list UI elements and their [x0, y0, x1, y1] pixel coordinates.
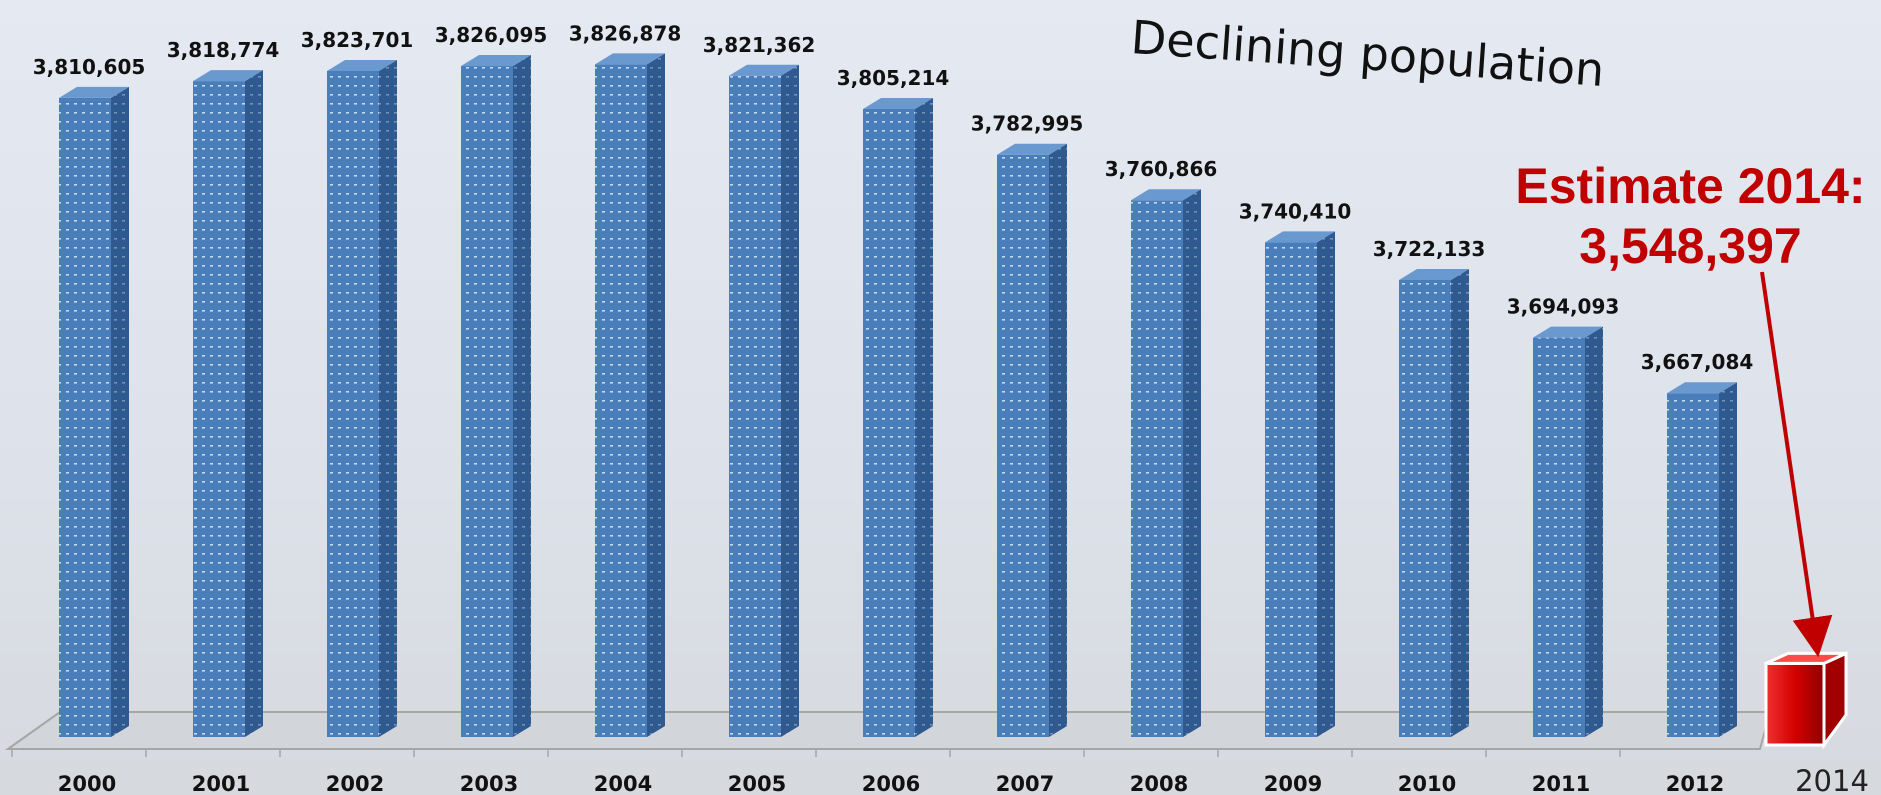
- x-tick-label: 2002: [326, 772, 384, 795]
- bar-value-label: 3,760,866: [1105, 157, 1218, 181]
- bar-top: [461, 55, 531, 67]
- x-tick-label: 2001: [192, 772, 250, 795]
- bar-front: [1533, 337, 1585, 737]
- value-labels: 3,810,605 3,818,774 3,823,701 3,826,095 3,82…: [33, 21, 1754, 374]
- bar-side: [379, 59, 397, 737]
- x-tick-label: 2004: [594, 772, 652, 795]
- bar-side: [1317, 231, 1335, 738]
- bar-value-label: 3,823,701: [301, 28, 414, 52]
- bar-side: [513, 55, 531, 737]
- bar-top: [1399, 268, 1469, 280]
- bar-top: [729, 64, 799, 76]
- estimate-callout: Estimate 2014: 3,548,397: [1500, 156, 1881, 276]
- bar-side: [781, 64, 799, 738]
- bar: [997, 143, 1067, 737]
- estimate-label-line2: 3,548,397: [1579, 218, 1802, 274]
- bar-side: [1585, 326, 1603, 737]
- estimate-bar-side: [1822, 651, 1848, 750]
- bar-top: [1667, 382, 1737, 394]
- bar: [595, 53, 665, 737]
- bar: [729, 64, 799, 738]
- bar-front: [193, 81, 245, 738]
- bar-front: [59, 97, 111, 738]
- bar-side: [1451, 268, 1469, 737]
- bar-front: [1399, 279, 1451, 737]
- x-tick-label: 2003: [460, 772, 518, 795]
- bar: [1131, 189, 1201, 738]
- bar-top: [1131, 189, 1201, 201]
- bar-side: [1719, 382, 1737, 737]
- bar: [863, 97, 933, 737]
- bar-front: [1667, 393, 1719, 737]
- x-tick-label: 2008: [1130, 772, 1188, 795]
- x-tick-label: 2005: [728, 772, 786, 795]
- bar-front: [1265, 242, 1317, 738]
- bar-value-label: 3,782,995: [971, 112, 1084, 136]
- x-tick-label: 2010: [1398, 772, 1456, 795]
- bar-value-label: 3,826,878: [569, 21, 682, 45]
- bar-side: [1183, 189, 1201, 738]
- bar: [327, 59, 397, 737]
- bar-front: [863, 108, 915, 737]
- estimate-arrow: [1760, 271, 1833, 658]
- bar-top: [595, 53, 665, 65]
- bar-series: [59, 53, 1737, 738]
- x-tick-label: 2007: [996, 772, 1054, 795]
- bar-value-label: 3,826,095: [435, 23, 548, 47]
- bar-value-label: 3,667,084: [1641, 350, 1754, 374]
- bar-top: [59, 86, 129, 98]
- bar-side: [647, 53, 665, 737]
- x-tick-label: 2006: [862, 772, 920, 795]
- bar-value-label: 3,805,214: [837, 66, 950, 90]
- bar-front: [327, 70, 379, 737]
- bar-side: [245, 70, 263, 738]
- bar-top: [863, 97, 933, 109]
- bar-top: [1533, 326, 1603, 338]
- bar-front: [1131, 200, 1183, 738]
- bar-front: [461, 66, 513, 737]
- bar: [461, 55, 531, 737]
- bar-value-label: 3,810,605: [33, 55, 146, 79]
- bar-value-label: 3,694,093: [1507, 295, 1620, 319]
- estimate-group: 2014: [1760, 271, 1869, 795]
- bar-top: [327, 59, 397, 71]
- bar-top: [1265, 231, 1335, 243]
- bar-value-label: 3,818,774: [167, 38, 280, 62]
- bar: [193, 70, 263, 738]
- bar: [59, 86, 129, 738]
- bar-side: [111, 86, 129, 738]
- bar-front: [997, 154, 1049, 737]
- bar: [1667, 382, 1737, 737]
- bar: [1265, 231, 1335, 738]
- estimate-bar: [1764, 651, 1848, 750]
- x-tick-label: 2000: [58, 772, 116, 795]
- bar-value-label: 3,722,133: [1373, 237, 1486, 261]
- bar-front: [729, 75, 781, 738]
- x-tick-label: 2012: [1666, 772, 1724, 795]
- estimate-label-line1: Estimate 2014:: [1515, 158, 1866, 214]
- bar-side: [1049, 143, 1067, 737]
- x-tick-label-estimate: 2014: [1795, 764, 1869, 795]
- bar-value-label: 3,821,362: [703, 33, 816, 57]
- bar-value-label: 3,740,410: [1239, 199, 1352, 223]
- x-axis: 2000 2001 2002 2003 2004 2005 2006 2007 2008 2009…: [8, 748, 1760, 795]
- x-tick-label: 2009: [1264, 772, 1322, 795]
- bar-top: [193, 70, 263, 82]
- x-tick-label: 2011: [1532, 772, 1590, 795]
- bar: [1399, 268, 1469, 737]
- bar-side: [915, 97, 933, 737]
- estimate-bar-front: [1764, 661, 1826, 747]
- bar-front: [595, 64, 647, 737]
- bar: [1533, 326, 1603, 737]
- bar-top: [997, 143, 1067, 155]
